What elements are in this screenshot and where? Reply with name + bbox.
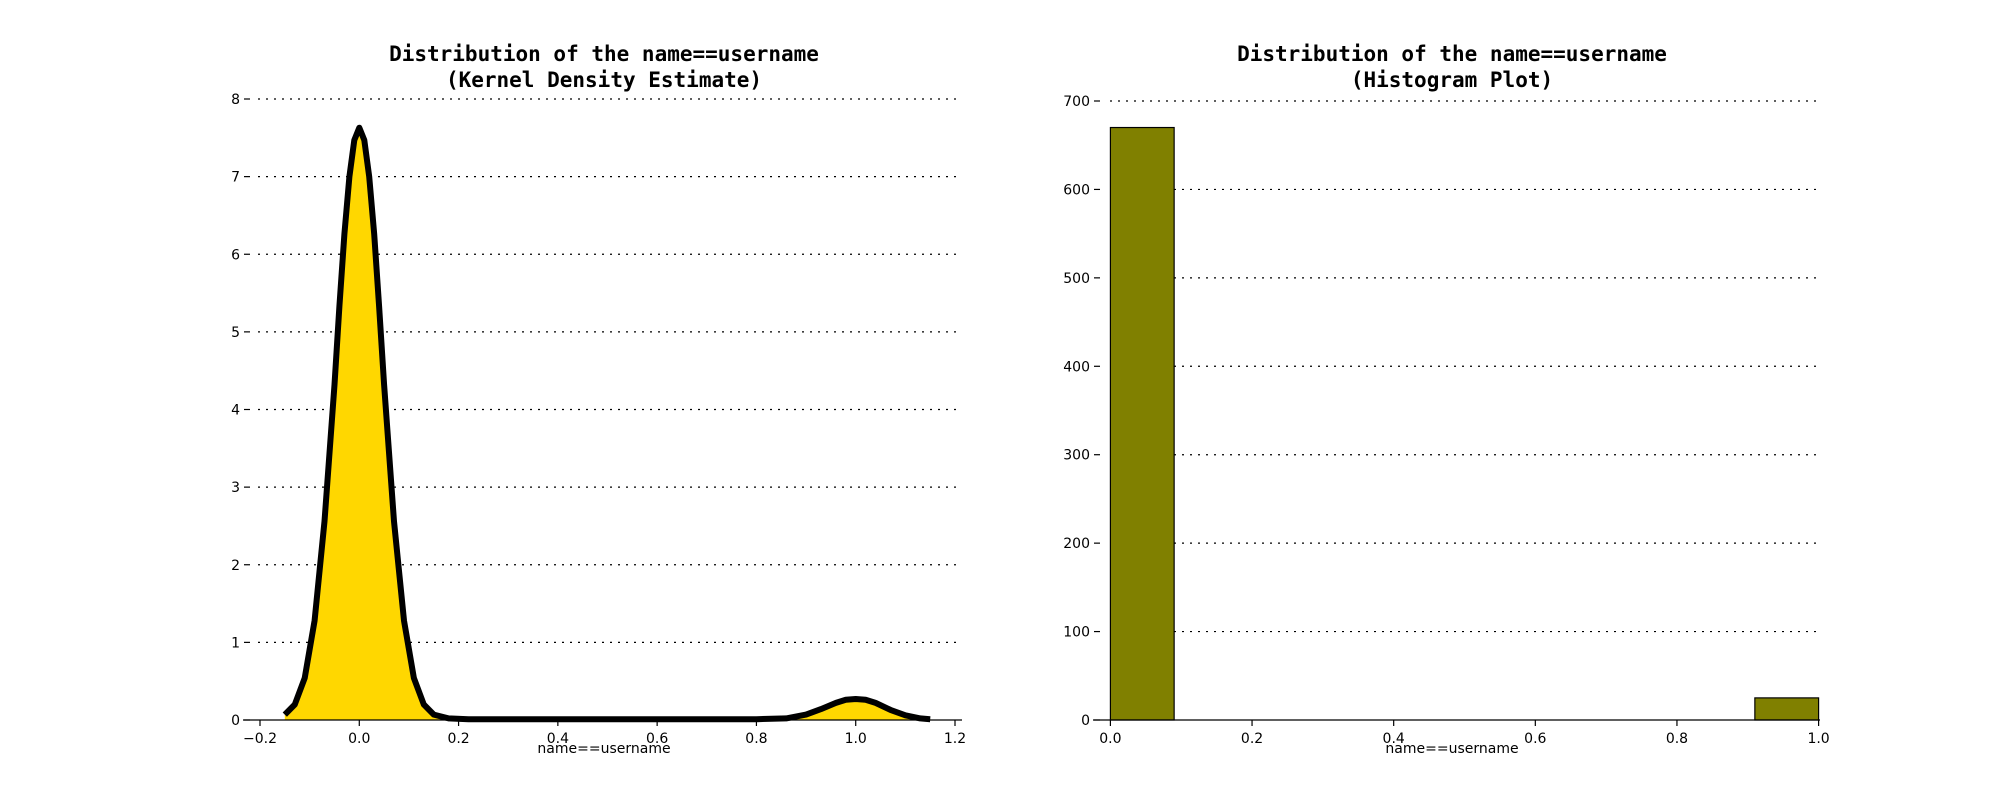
hist-y-tick-label: 300 xyxy=(1063,448,1090,464)
kde-x-tick-label: 0.6 xyxy=(646,731,668,747)
kde-y-tick-label: 8 xyxy=(231,92,240,108)
kde-y-tick-label: 6 xyxy=(231,247,240,263)
kde-y-tick-label: 3 xyxy=(231,480,240,496)
kde-y-tick-label: 1 xyxy=(231,635,240,651)
kde-x-tick-label: −0.2 xyxy=(243,731,277,747)
kde-y-ticks: 0 1 2 3 4 5 6 7 8 xyxy=(231,92,250,729)
hist-x-tick-label: 1.0 xyxy=(1807,731,1829,747)
hist-y-tick-label: 400 xyxy=(1063,359,1090,375)
hist-x-tick-label: 0.2 xyxy=(1241,731,1263,747)
hist-y-tick-label: 500 xyxy=(1063,271,1090,287)
kde-y-tick-label: 5 xyxy=(231,325,240,341)
hist-title-line-2: (Histogram Plot) xyxy=(1351,68,1553,92)
kde-x-tick-label: 1.2 xyxy=(944,731,966,747)
kde-x-ticks: −0.2 0.0 0.2 0.4 0.6 0.8 1.0 1.2 xyxy=(243,720,966,747)
kde-panel: Distribution of the name==username (Kern… xyxy=(231,42,966,757)
kde-x-tick-label: 0.0 xyxy=(348,731,370,747)
hist-y-ticks: 0 100 200 300 400 500 600 700 xyxy=(1063,94,1100,729)
kde-x-axis-label: name==username xyxy=(537,741,670,757)
hist-y-tick-label: 200 xyxy=(1063,536,1090,552)
kde-y-tick-label: 4 xyxy=(231,403,240,419)
hist-bars xyxy=(1109,126,1820,721)
kde-y-tick-label: 7 xyxy=(231,170,240,186)
histogram-panel: Distribution of the name==username (Hist… xyxy=(1063,42,1829,757)
hist-title-line-1: Distribution of the name==username xyxy=(1237,42,1667,66)
hist-bar xyxy=(1754,697,1820,721)
hist-x-tick-label: 0.8 xyxy=(1666,731,1688,747)
kde-gridlines xyxy=(258,98,962,643)
hist-x-tick-label: 0.0 xyxy=(1099,731,1121,747)
kde-y-tick-label: 2 xyxy=(231,558,240,574)
hist-x-ticks: 0.0 0.2 0.4 0.6 0.8 1.0 xyxy=(1099,720,1830,747)
kde-title-line-2: (Kernel Density Estimate) xyxy=(446,68,762,92)
hist-y-tick-label: 700 xyxy=(1063,94,1090,110)
hist-bar xyxy=(1109,126,1175,721)
hist-x-tick-label: 0.6 xyxy=(1524,731,1546,747)
kde-x-tick-label: 0.8 xyxy=(745,731,767,747)
kde-y-tick-label: 0 xyxy=(231,713,240,729)
hist-gridlines xyxy=(1110,100,1820,633)
hist-y-tick-label: 600 xyxy=(1063,182,1090,198)
kde-x-tick-label: 0.2 xyxy=(447,731,469,747)
kde-x-tick-label: 1.0 xyxy=(845,731,867,747)
kde-density-fill xyxy=(284,127,931,720)
hist-x-tick-label: 0.4 xyxy=(1383,731,1405,747)
kde-title-line-1: Distribution of the name==username xyxy=(389,42,819,66)
hist-x-axis-label: name==username xyxy=(1385,741,1518,757)
hist-y-tick-label: 100 xyxy=(1063,625,1090,641)
hist-y-tick-label: 0 xyxy=(1081,713,1090,729)
kde-density-line xyxy=(282,124,931,723)
kde-x-tick-label: 0.4 xyxy=(547,731,569,747)
